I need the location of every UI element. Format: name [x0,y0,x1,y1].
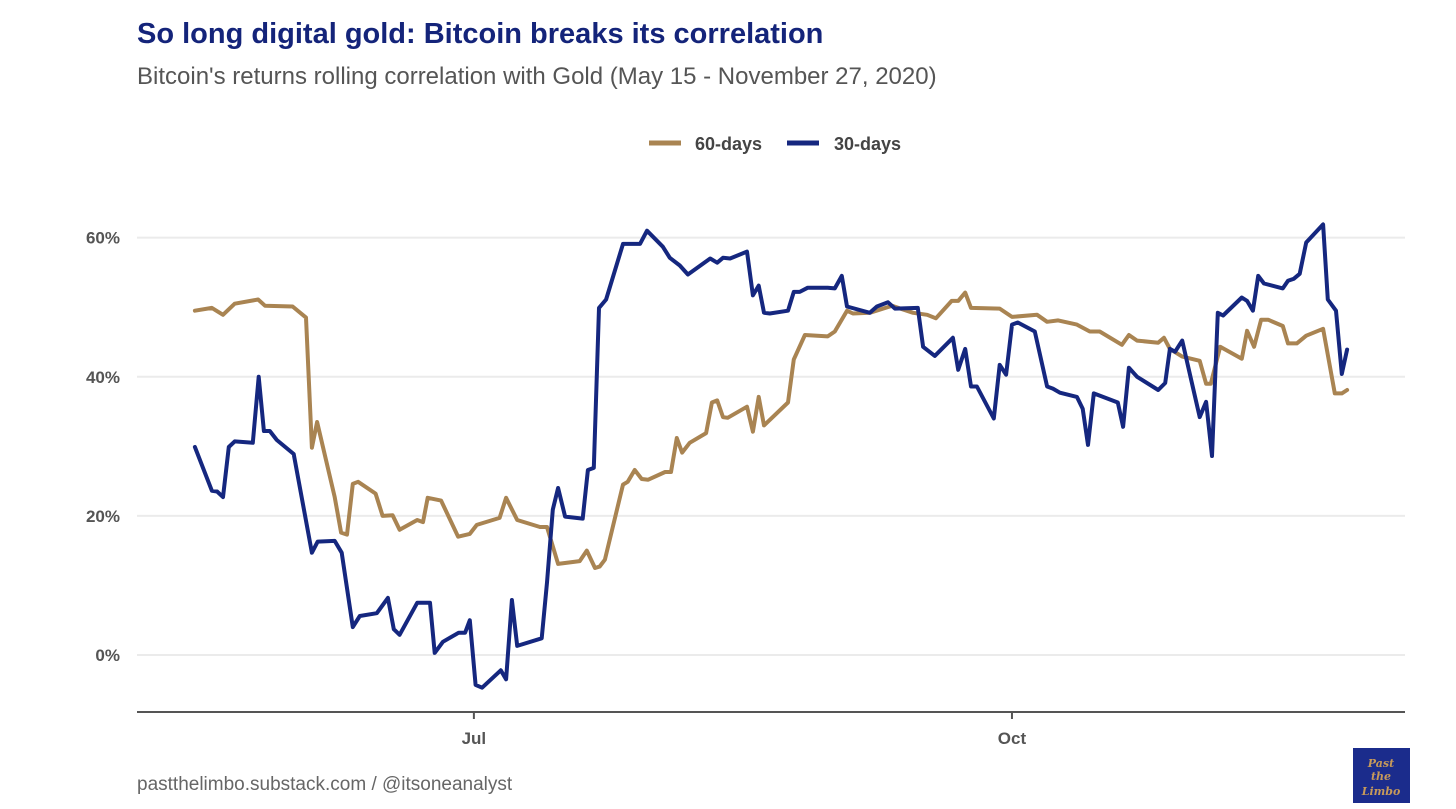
logo-background [1353,748,1410,803]
logo-text-3: Limbo [1361,785,1401,798]
y-axis-ticks: 0% 20% 40% 60% [86,229,120,665]
x-tick-label: Oct [998,729,1027,748]
y-tick-label: 60% [86,229,120,248]
series-lines [192,222,1350,690]
logo-text-1: Past [1367,757,1394,770]
footer-source: pastthelimbo.substack.com / @itsoneanaly… [137,774,513,795]
x-tick-label: Jul [462,729,487,748]
legend-label-60-days: 60-days [695,134,762,154]
logo-text-2: the [1371,770,1391,783]
series-line-30-days [192,222,1350,690]
logo: Past the Limbo [1353,748,1410,803]
chart-title: So long digital gold: Bitcoin breaks its… [137,18,823,50]
series-line-60-days [192,290,1350,570]
legend-label-30-days: 30-days [834,134,901,154]
y-tick-label: 0% [95,646,120,665]
chart-subtitle: Bitcoin's returns rolling correlation wi… [137,63,937,90]
y-tick-label: 20% [86,507,120,526]
legend: 60-days 30-days [649,134,901,154]
x-axis-ticks: Jul Oct [462,712,1027,748]
y-tick-label: 40% [86,368,120,387]
gridlines [137,236,1405,656]
